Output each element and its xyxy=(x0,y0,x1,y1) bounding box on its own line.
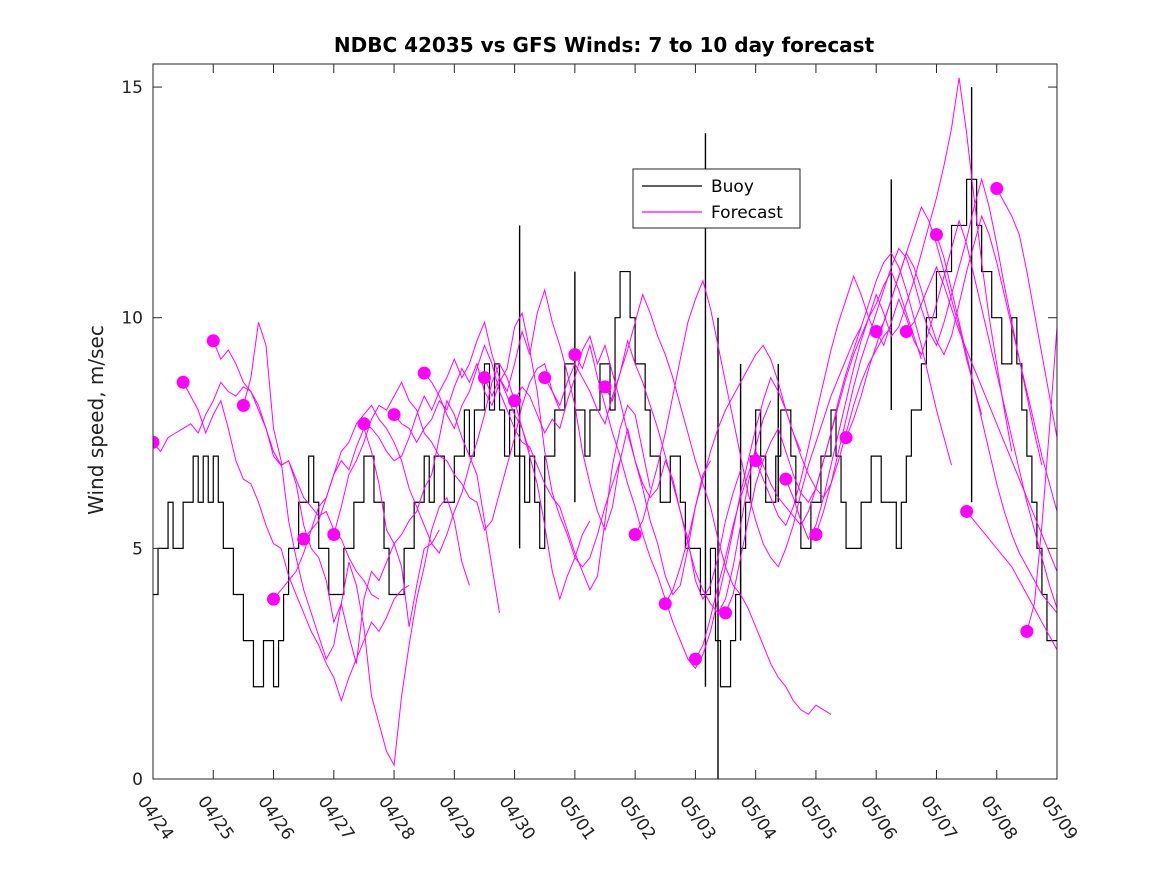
forecast-line-13 xyxy=(574,343,802,670)
x-tick-label: 05/08 xyxy=(977,792,1021,844)
forecast-marker-3 xyxy=(236,398,250,412)
forecast-line-25 xyxy=(936,234,1057,614)
plot-area xyxy=(153,64,1057,779)
forecast-line-24 xyxy=(905,265,1057,573)
forecast-marker-17 xyxy=(688,652,702,666)
forecast-line-26 xyxy=(966,511,1057,651)
forecast-marker-14 xyxy=(598,380,612,394)
forecast-marker-9 xyxy=(417,366,431,380)
x-tick-label: 04/27 xyxy=(314,792,358,844)
forecast-line-28 xyxy=(1026,321,1057,632)
chart-title: NDBC 42035 vs GFS Winds: 7 to 10 day for… xyxy=(334,33,875,57)
x-tick-label: 05/07 xyxy=(916,792,960,844)
forecast-line-12 xyxy=(544,338,772,614)
forecast-line-14 xyxy=(604,293,832,716)
forecast-line-27 xyxy=(996,188,1057,441)
x-tick-label: 04/28 xyxy=(374,792,418,844)
forecast-line-15 xyxy=(634,279,862,568)
forecast-marker-19 xyxy=(749,454,763,468)
forecast-line-17 xyxy=(694,270,922,660)
forecast-marker-6 xyxy=(327,528,341,542)
x-tick-label: 05/02 xyxy=(615,792,659,844)
forecast-line-18 xyxy=(725,252,952,614)
forecast-marker-4 xyxy=(267,592,281,606)
forecast-line-2 xyxy=(212,340,440,664)
forecast-marker-2 xyxy=(206,334,220,348)
forecast-marker-12 xyxy=(538,371,552,385)
forecast-line-23 xyxy=(875,219,1057,610)
x-tick-label: 05/09 xyxy=(1037,792,1081,844)
forecast-marker-10 xyxy=(477,371,491,385)
legend: Buoy Forecast xyxy=(632,168,801,229)
forecast-marker-8 xyxy=(387,408,401,422)
x-tick-label: 04/26 xyxy=(253,792,297,844)
x-tick-label: 05/04 xyxy=(736,792,780,844)
forecast-marker-21 xyxy=(809,528,823,542)
forecast-marker-22 xyxy=(839,431,853,445)
forecast-marker-18 xyxy=(719,606,733,620)
forecast-marker-13 xyxy=(568,348,582,362)
forecast-marker-7 xyxy=(357,417,371,431)
forecast-line-10 xyxy=(484,288,711,596)
forecast-marker-16 xyxy=(658,597,672,611)
forecast-marker-28 xyxy=(1020,624,1034,638)
plot-background xyxy=(153,64,1057,779)
forecast-marker-23 xyxy=(869,325,883,339)
forecast-line-16 xyxy=(664,326,892,604)
forecast-line-7 xyxy=(363,320,591,601)
y-tick-label: 15 xyxy=(121,78,143,98)
x-tick-label: 05/03 xyxy=(675,792,719,844)
forecast-marker-0 xyxy=(153,435,160,449)
y-tick-label: 10 xyxy=(121,309,143,329)
forecast-marker-15 xyxy=(628,528,642,542)
y-tick-label: 0 xyxy=(132,770,143,790)
legend-label: Forecast xyxy=(711,203,783,223)
buoy-line xyxy=(153,178,1057,688)
forecast-marker-20 xyxy=(779,472,793,486)
y-tick-label: 5 xyxy=(132,539,143,559)
forecast-line-22 xyxy=(845,214,1057,514)
forecast-line-5 xyxy=(303,362,531,554)
forecast-line-6 xyxy=(333,363,561,535)
forecast-marker-25 xyxy=(929,228,943,242)
x-tick-label: 04/24 xyxy=(133,792,177,844)
forecast-marker-24 xyxy=(899,325,913,339)
forecast-marker-5 xyxy=(297,532,311,546)
forecast-line-11 xyxy=(514,334,742,601)
x-tick-label: 05/05 xyxy=(796,792,840,844)
x-tick-label: 04/25 xyxy=(193,792,237,844)
legend-box xyxy=(632,168,801,229)
forecast-line-1 xyxy=(182,382,410,703)
x-tick-label: 04/29 xyxy=(434,792,478,844)
plot-frame xyxy=(152,63,1058,780)
forecast-line-9 xyxy=(423,343,651,592)
x-tick-label: 04/30 xyxy=(495,792,539,844)
y-axis-label: Wind speed, m/sec xyxy=(84,325,108,515)
forecast-line-8 xyxy=(393,311,621,568)
forecast-marker-26 xyxy=(960,504,974,518)
x-tick-label: 05/06 xyxy=(856,792,900,844)
forecast-line-20 xyxy=(785,77,1013,541)
forecast-marker-1 xyxy=(176,375,190,389)
forecast-line-3 xyxy=(242,322,470,767)
forecast-marker-11 xyxy=(508,394,522,408)
legend-label: Buoy xyxy=(711,177,754,197)
forecast-marker-27 xyxy=(990,182,1004,196)
x-tick-label: 05/01 xyxy=(555,792,599,844)
